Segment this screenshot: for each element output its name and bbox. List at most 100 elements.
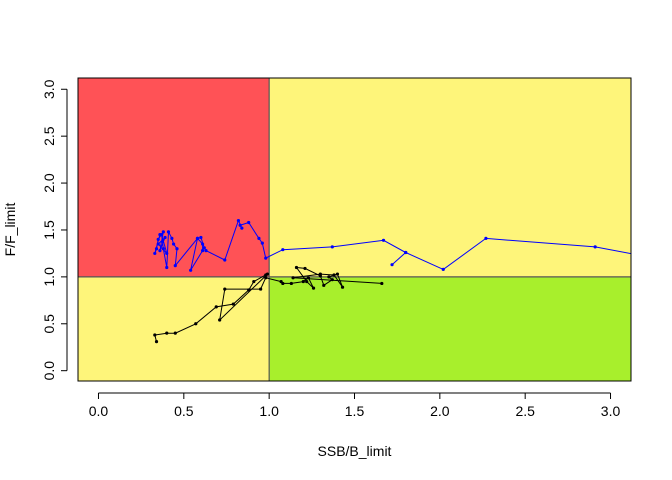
data-point <box>154 247 159 251</box>
data-point <box>189 268 193 272</box>
y-tick-label: 1.0 <box>41 267 57 287</box>
data-point <box>153 251 157 256</box>
y-tick-label: 2.5 <box>41 126 57 146</box>
data-point <box>175 247 179 251</box>
data-point <box>332 273 336 277</box>
data-point <box>306 276 311 280</box>
data-point <box>291 276 295 280</box>
data-point <box>200 242 205 246</box>
data-point <box>195 236 200 241</box>
data-point <box>165 331 169 335</box>
data-point <box>390 263 394 267</box>
data-point <box>156 237 160 241</box>
data-point <box>158 233 162 237</box>
data-point <box>202 246 206 250</box>
y-tick-label: 0.0 <box>41 361 57 381</box>
y-tick-label: 3.0 <box>41 79 57 99</box>
x-tick-label: 0.5 <box>174 403 194 419</box>
data-point <box>223 258 227 262</box>
x-axis-title: SSB/B_limit <box>318 443 392 459</box>
data-point <box>170 236 174 241</box>
data-point <box>247 288 251 292</box>
data-point <box>165 251 169 256</box>
data-point <box>303 266 307 271</box>
data-point <box>204 249 208 253</box>
data-point <box>289 281 293 286</box>
series-2 <box>153 265 384 344</box>
quadrant-healthy-overfishing <box>269 78 631 277</box>
data-point <box>240 226 244 230</box>
data-point <box>153 333 157 337</box>
data-point <box>340 285 345 289</box>
data-point <box>380 281 384 286</box>
data-point <box>335 272 340 276</box>
data-point <box>593 245 597 249</box>
data-point <box>264 256 268 260</box>
data-point <box>264 276 268 280</box>
data-point <box>161 230 165 234</box>
data-point <box>281 248 285 252</box>
quadrant-overfished-healthy <box>78 276 270 381</box>
data-point <box>214 305 218 309</box>
series-layer <box>153 218 646 344</box>
data-point <box>484 236 488 241</box>
data-point <box>236 218 241 223</box>
y-tick-label: 2.0 <box>41 173 57 193</box>
quadrant-layer <box>78 78 631 381</box>
data-point <box>281 281 285 286</box>
data-point <box>330 245 334 249</box>
data-point <box>166 230 171 234</box>
data-point <box>194 322 198 326</box>
quadrant-overfished-overfishing <box>78 78 270 277</box>
data-point <box>259 287 263 291</box>
x-tick-label: 3.0 <box>601 403 621 419</box>
data-point <box>322 283 326 287</box>
data-point <box>200 249 205 253</box>
data-point <box>158 249 162 253</box>
x-tick-label: 1.5 <box>345 403 365 419</box>
series-1 <box>153 218 646 272</box>
data-point <box>257 236 261 241</box>
data-point <box>165 265 169 270</box>
x-tick-label: 0.0 <box>89 403 109 419</box>
data-point <box>161 247 165 251</box>
data-point <box>231 302 235 306</box>
data-point <box>199 235 203 240</box>
y-tick-label: 1.5 <box>41 220 57 240</box>
x-tick-label: 2.0 <box>430 403 450 419</box>
data-point <box>260 241 264 245</box>
data-point <box>238 223 242 227</box>
data-point <box>247 220 251 225</box>
data-point <box>173 264 177 268</box>
y-axis: 0.0 0.5 1.0 1.5 2.0 2.5 3.0 <box>41 79 68 381</box>
data-point <box>294 265 299 270</box>
data-point <box>318 272 322 276</box>
data-point <box>223 287 227 291</box>
data-point <box>173 331 177 335</box>
data-point <box>218 318 222 322</box>
data-point <box>643 255 646 258</box>
y-axis-title: F/F_limit <box>2 203 18 257</box>
plot-frame <box>77 77 632 382</box>
data-point <box>171 242 176 246</box>
data-point <box>404 250 408 255</box>
data-point <box>265 272 270 276</box>
data-point <box>301 279 305 284</box>
data-point <box>311 286 316 290</box>
quadrant-healthy <box>269 276 631 381</box>
data-point <box>156 242 160 246</box>
x-tick-label: 1.0 <box>259 403 279 419</box>
data-point <box>305 279 309 284</box>
x-axis: 0.0 0.5 1.0 1.5 2.0 2.5 3.0 <box>89 392 621 419</box>
data-point <box>154 340 159 344</box>
data-point <box>327 275 331 279</box>
y-tick-label: 0.5 <box>41 314 57 334</box>
data-point <box>163 235 167 240</box>
data-point <box>381 238 386 242</box>
reference-lines <box>78 78 631 381</box>
data-point <box>441 267 445 271</box>
x-tick-label: 2.5 <box>515 403 535 419</box>
data-point <box>252 279 256 284</box>
data-point <box>330 278 334 282</box>
